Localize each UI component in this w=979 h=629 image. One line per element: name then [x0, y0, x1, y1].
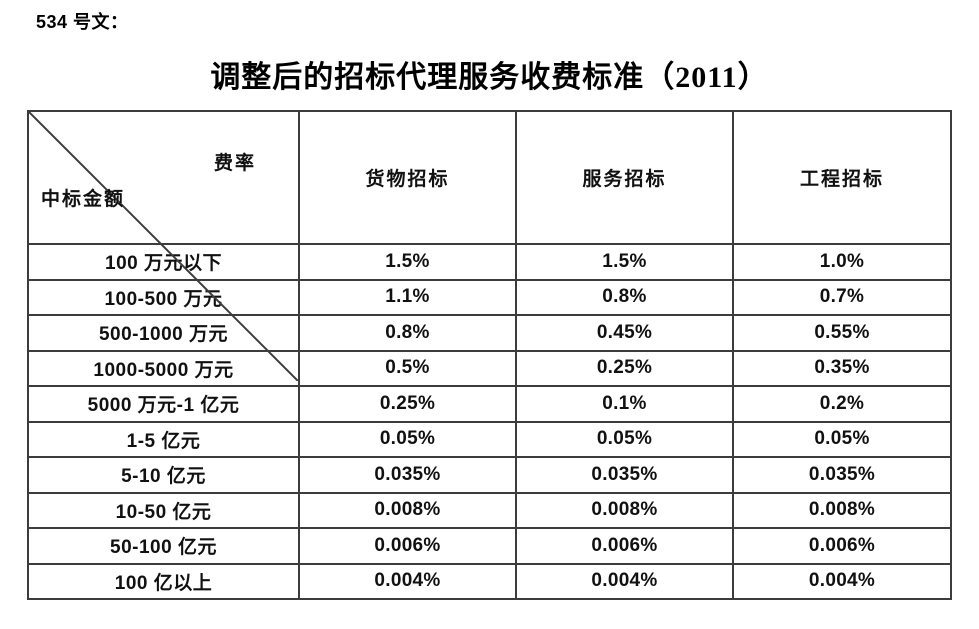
row-label: 500-1000 万元	[27, 314, 300, 352]
column-header-goods: 货物招标	[298, 110, 517, 245]
row-label: 100 万元以下	[27, 243, 300, 281]
diagonal-divider-line	[29, 112, 298, 381]
fee-value-service: 0.004%	[515, 562, 734, 600]
fee-value-engineering: 0.55%	[732, 314, 952, 352]
row-label: 100-500 万元	[27, 278, 300, 316]
table-row: 100 万元以下 1.5% 1.5% 1.0%	[27, 243, 952, 281]
fee-value-goods: 1.1%	[298, 278, 517, 316]
corner-label-fee-rate: 费率	[213, 153, 256, 174]
corner-header-cell: 费率 中标金额	[29, 112, 298, 243]
table-row: 5000 万元-1 亿元 0.25% 0.1% 0.2%	[27, 385, 952, 423]
fee-value-service: 0.008%	[515, 491, 734, 529]
fee-value-engineering: 0.35%	[732, 349, 952, 387]
fee-value-engineering: 0.05%	[732, 420, 952, 458]
table-row: 500-1000 万元 0.8% 0.45% 0.55%	[27, 314, 952, 352]
fee-value-goods: 1.5%	[298, 243, 517, 281]
table-header-row: 费率 中标金额 货物招标 服务招标 工程招标	[27, 110, 952, 245]
fee-value-service: 0.1%	[515, 385, 734, 423]
table-row: 100-500 万元 1.1% 0.8% 0.7%	[27, 278, 952, 316]
fee-value-engineering: 0.7%	[732, 278, 952, 316]
fee-value-engineering: 0.004%	[732, 562, 952, 600]
page-title: 调整后的招标代理服务收费标准（2011）	[210, 61, 769, 94]
row-label: 1000-5000 万元	[27, 349, 300, 387]
table-row: 100 亿以上 0.004% 0.004% 0.004%	[27, 562, 952, 600]
row-label: 1-5 亿元	[27, 420, 300, 458]
table-row: 50-100 亿元 0.006% 0.006% 0.006%	[27, 527, 952, 565]
fee-value-goods: 0.8%	[298, 314, 517, 352]
table-row: 10-50 亿元 0.008% 0.008% 0.008%	[27, 491, 952, 529]
fee-value-engineering: 1.0%	[732, 243, 952, 281]
fee-value-engineering: 0.2%	[732, 385, 952, 423]
fee-value-engineering: 0.006%	[732, 527, 952, 565]
table-row: 1000-5000 万元 0.5% 0.25% 0.35%	[27, 349, 952, 387]
document-number-label: 534 号文：	[36, 12, 129, 32]
fee-value-goods: 0.004%	[298, 562, 517, 600]
fee-value-engineering: 0.035%	[732, 456, 952, 494]
fee-value-service: 0.25%	[515, 349, 734, 387]
fee-value-engineering: 0.008%	[732, 491, 952, 529]
fee-value-goods: 0.5%	[298, 349, 517, 387]
fee-value-service: 0.8%	[515, 278, 734, 316]
row-label: 50-100 亿元	[27, 527, 300, 565]
row-label: 5000 万元-1 亿元	[27, 385, 300, 423]
table-row: 5-10 亿元 0.035% 0.035% 0.035%	[27, 456, 952, 494]
fee-value-service: 0.035%	[515, 456, 734, 494]
fee-value-service: 0.05%	[515, 420, 734, 458]
table-row: 1-5 亿元 0.05% 0.05% 0.05%	[27, 420, 952, 458]
fee-value-goods: 0.006%	[298, 527, 517, 565]
row-label: 10-50 亿元	[27, 491, 300, 529]
column-header-service: 服务招标	[515, 110, 734, 245]
fee-value-goods: 0.035%	[298, 456, 517, 494]
column-header-engineering: 工程招标	[732, 110, 952, 245]
row-label: 100 亿以上	[27, 562, 300, 600]
fee-standard-table: 费率 中标金额 货物招标 服务招标 工程招标 100 万元以下 1.5% 1.5…	[27, 110, 952, 600]
fee-value-service: 1.5%	[515, 243, 734, 281]
fee-value-service: 0.45%	[515, 314, 734, 352]
fee-value-service: 0.006%	[515, 527, 734, 565]
fee-value-goods: 0.25%	[298, 385, 517, 423]
corner-label-bid-amount: 中标金额	[41, 189, 126, 210]
fee-value-goods: 0.008%	[298, 491, 517, 529]
fee-value-goods: 0.05%	[298, 420, 517, 458]
row-label: 5-10 亿元	[27, 456, 300, 494]
